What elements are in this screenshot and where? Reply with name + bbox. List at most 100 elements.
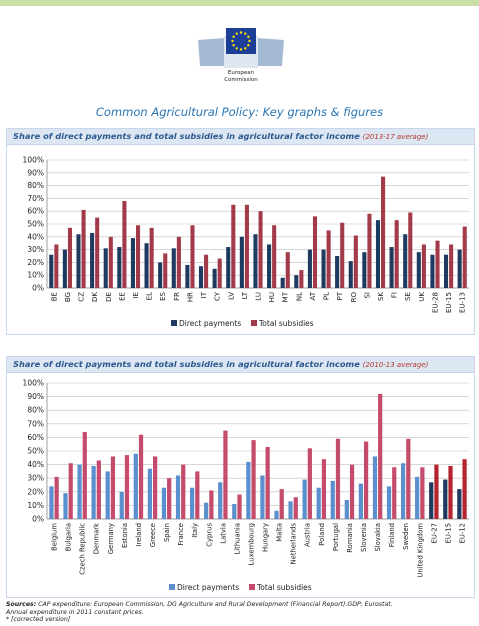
y-tick-label: 60% (27, 433, 44, 442)
bar-total-subsidies (353, 235, 358, 288)
y-tick-label: 50% (27, 447, 44, 456)
x-tick-label: Bulgaria (65, 523, 73, 551)
x-tick-label: Germany (107, 523, 115, 554)
x-tick-label: SE (404, 292, 412, 301)
x-tick-label: Latvia (219, 523, 227, 544)
y-tick-label: 60% (27, 207, 44, 216)
bar-direct-payments (103, 248, 108, 288)
bar-total-subsidies (449, 244, 454, 288)
bar-total-subsidies (326, 230, 331, 288)
bar-total-subsidies (163, 253, 168, 288)
x-tick-label: PT (336, 291, 344, 300)
legend-label-direct: Direct payments (179, 319, 241, 328)
y-tick-label: 30% (27, 474, 44, 483)
y-tick-label: 70% (27, 194, 44, 203)
chart2-title: Share of direct payments and total subsi… (13, 359, 360, 369)
y-tick-label: 80% (27, 406, 44, 415)
page-title: Common Agricultural Policy: Key graphs &… (95, 105, 384, 119)
bar-direct-payments (204, 502, 209, 519)
y-tick-label: 10% (27, 501, 44, 510)
legend-swatch-total (251, 320, 257, 326)
x-tick-label: CZ (78, 292, 86, 302)
bar-total-subsidies (67, 227, 73, 288)
bar-direct-payments (316, 487, 321, 519)
legend-label-total: Total subsidies (256, 583, 312, 592)
bar-direct-payments (274, 510, 279, 519)
x-tick-label: Malta (276, 523, 284, 542)
bar-total-subsidies (95, 217, 100, 288)
bar-direct-payments (90, 232, 95, 288)
x-tick-label: HR (186, 292, 194, 302)
bar-total-subsidies (110, 456, 116, 519)
eu-star-icon (248, 39, 251, 43)
x-tick-label: DE (105, 292, 113, 302)
bar-total-subsidies (217, 258, 222, 288)
bar-direct-payments (321, 249, 326, 288)
bar-total-subsidies (448, 465, 453, 519)
bar-total-subsidies (335, 438, 341, 519)
bar-total-subsidies (138, 434, 144, 519)
eu-star-icon (244, 32, 247, 35)
sources-label: Sources: (6, 601, 37, 608)
bar-total-subsidies (299, 270, 304, 288)
bar-total-subsidies (272, 225, 277, 288)
bar-direct-payments (63, 493, 68, 519)
bar-direct-payments (105, 471, 110, 519)
y-tick-label: 0% (32, 284, 44, 293)
bar-direct-payments (171, 248, 176, 288)
x-tick-label: EL (146, 292, 154, 300)
eu-star-icon (235, 47, 238, 50)
bar-direct-payments (335, 256, 340, 288)
bar-total-subsidies (394, 220, 399, 288)
bar-total-subsidies (195, 471, 200, 519)
x-tick-label: IE (132, 292, 140, 299)
bar-direct-payments (218, 482, 223, 519)
eu-star-icon (239, 31, 243, 34)
bar-direct-payments (133, 453, 138, 519)
eu-star-icon (232, 44, 235, 47)
x-tick-label: Finland (388, 523, 396, 547)
chart1-subtitle: (2013-17 average) (362, 133, 429, 141)
x-tick-label: FI (391, 292, 399, 298)
y-tick-label: 100% (23, 379, 44, 388)
bar-direct-payments (246, 461, 251, 519)
chart-panel-2013-17: Share of direct payments and total subsi… (6, 128, 475, 335)
x-tick-label: Luxembourg (247, 523, 255, 565)
bar-direct-payments (130, 238, 135, 288)
x-tick-label: ES (159, 291, 167, 300)
bar-direct-payments (147, 468, 152, 519)
y-tick-label: 100% (23, 156, 44, 165)
bar-direct-payments (288, 501, 293, 519)
legend-label-total: Total subsidies (258, 319, 314, 328)
chart2-header: Share of direct payments and total subsi… (7, 357, 474, 373)
bar-direct-payments (416, 252, 421, 288)
bar-total-subsidies (223, 430, 228, 519)
x-tick-label: AT (309, 291, 317, 300)
legend-swatch-direct (171, 320, 177, 326)
x-tick-label: Denmark (93, 523, 101, 554)
x-tick-label: Slovakia (374, 523, 382, 552)
bar-direct-payments (443, 254, 449, 288)
x-tick-label: LU (255, 292, 263, 301)
x-tick-label: DK (91, 292, 99, 302)
bar-direct-payments (226, 247, 231, 288)
y-tick-label: 50% (27, 220, 44, 229)
bar-direct-payments (457, 489, 462, 519)
bar-total-subsidies (364, 441, 369, 519)
bar-total-subsidies (420, 467, 425, 519)
bar-total-subsidies (108, 236, 113, 288)
bar-total-subsidies (293, 497, 298, 519)
x-tick-label: EU-13 (459, 292, 467, 313)
bar-direct-payments (49, 254, 54, 288)
eu-star-icon (232, 35, 235, 38)
x-tick-label: Belgium (51, 523, 59, 551)
bar-total-subsidies (231, 204, 236, 288)
bar-direct-payments (415, 476, 420, 519)
bar-total-subsidies (181, 464, 186, 519)
bar-direct-payments (375, 220, 381, 288)
bar-total-subsidies (153, 456, 158, 519)
y-tick-label: 20% (27, 487, 44, 496)
bar-direct-payments (443, 479, 448, 519)
bar-total-subsidies (81, 209, 86, 288)
x-tick-label: Greece (149, 523, 157, 547)
